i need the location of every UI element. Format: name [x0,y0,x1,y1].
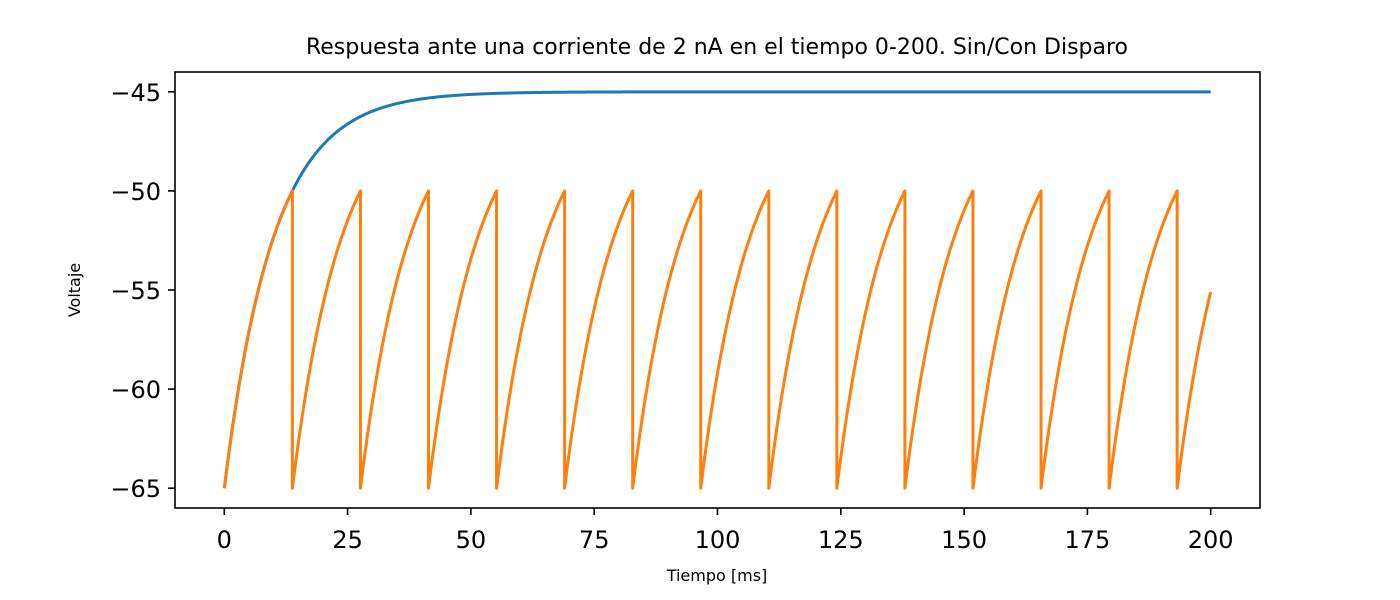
y-tick-label: −65 [110,475,161,503]
x-tick-label: 175 [1064,526,1110,554]
x-axis-label: Tiempo [ms] [666,566,768,585]
y-axis-label: Voltaje [65,263,84,317]
x-tick-label: 125 [818,526,864,554]
chart-title: Respuesta ante una corriente de 2 nA en … [306,35,1128,60]
y-axis: −65 −60 −55 −50 −45 [110,79,175,503]
y-tick-label: −60 [110,376,161,404]
x-tick-label: 25 [332,526,363,554]
y-tick-label: −50 [110,178,161,206]
plot-area-frame [174,71,1261,509]
x-axis: 0 25 50 75 100 125 150 175 200 [217,508,1234,554]
x-tick-label: 0 [217,526,232,554]
x-tick-label: 50 [456,526,487,554]
x-tick-label: 150 [941,526,987,554]
y-tick-label: −55 [110,277,161,305]
x-tick-label: 100 [695,526,741,554]
x-tick-label: 200 [1188,526,1234,554]
series-line-without-spikes [222,90,1212,489]
y-tick-label: −45 [110,79,161,107]
series-line-with-spikes [222,189,1213,490]
x-tick-label: 75 [579,526,610,554]
